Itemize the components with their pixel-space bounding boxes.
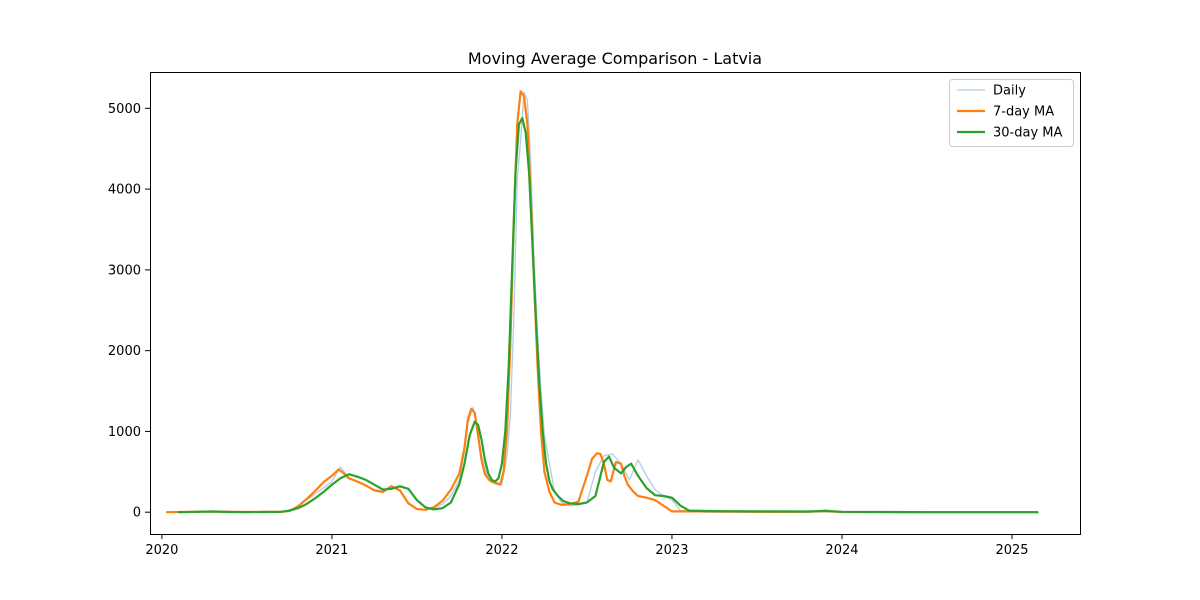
series-lines: [165, 90, 1039, 514]
y-tick-label: 4000: [108, 183, 141, 198]
legend-label-3: 30-day MA: [993, 126, 1062, 141]
legend-label-1: Daily: [993, 84, 1026, 99]
x-tick-label: 2020: [145, 543, 178, 558]
y-tick-label: 3000: [108, 263, 141, 278]
x-tick-label: 2025: [995, 543, 1028, 558]
y-axis: 0 1000 2000 3000 4000 5000: [108, 102, 150, 521]
plot-area: [150, 72, 1081, 535]
y-tick-label: 1000: [108, 425, 141, 440]
y-tick-label: 0: [133, 506, 141, 521]
x-tick-label: 2022: [485, 543, 518, 558]
x-tick-label: 2024: [825, 543, 858, 558]
x-tick-label: 2021: [315, 543, 348, 558]
x-tick-label: 2023: [655, 543, 688, 558]
legend: Daily 7-day MA 30-day MA: [949, 79, 1074, 147]
legend-box: [949, 79, 1074, 147]
plot-frame: [150, 72, 1081, 535]
chart-title: Moving Average Comparison - Latvia: [468, 49, 762, 68]
legend-label-2: 7-day MA: [993, 105, 1054, 120]
y-tick-label: 5000: [108, 102, 141, 117]
x-axis: 2020 2021 2022 2023 2024 2025: [145, 534, 1029, 558]
series-line-3: [177, 116, 1039, 514]
y-tick-label: 2000: [108, 344, 141, 359]
